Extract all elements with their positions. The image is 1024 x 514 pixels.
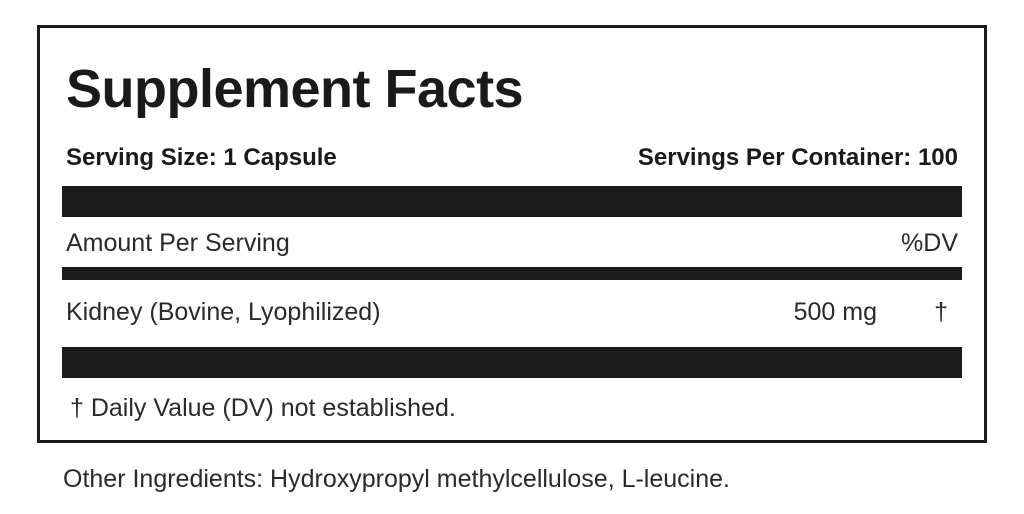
supplement-facts-panel (37, 25, 987, 443)
ingredient-dv: † (934, 298, 948, 326)
ingredient-amount: 500 mg (793, 298, 877, 326)
divider-medium (62, 267, 962, 280)
ingredient-name: Kidney (Bovine, Lyophilized) (66, 298, 381, 326)
dv-header: %DV (901, 229, 958, 257)
other-ingredients: Other Ingredients: Hydroxypropyl methylc… (63, 465, 730, 493)
divider-thick (62, 186, 962, 217)
footnote: † Daily Value (DV) not established. (70, 394, 456, 422)
serving-size: Serving Size: 1 Capsule (66, 144, 337, 171)
panel-title: Supplement Facts (66, 59, 524, 119)
divider-thick (62, 347, 962, 378)
servings-per-container: Servings Per Container: 100 (637, 144, 958, 171)
amount-per-serving-header: Amount Per Serving (66, 229, 290, 257)
